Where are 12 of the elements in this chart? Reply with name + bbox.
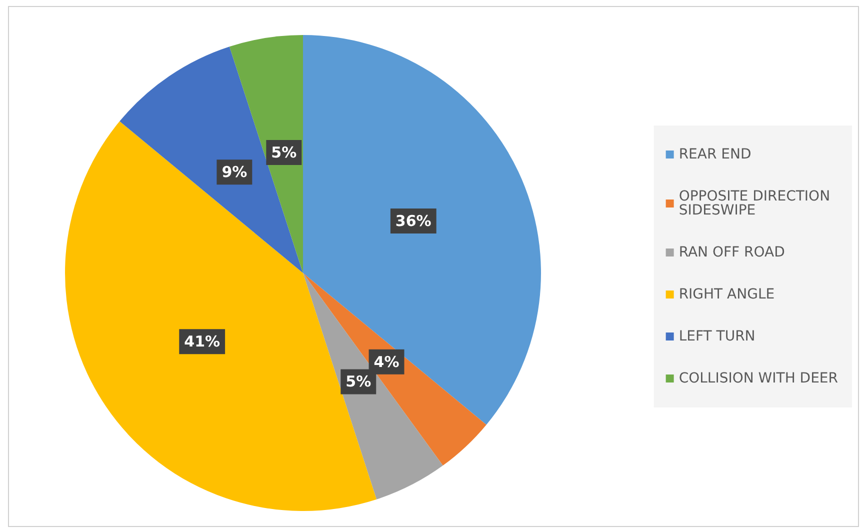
legend-label: RAN OFF ROAD [678, 244, 785, 260]
legend-label: LEFT TURN [678, 328, 756, 344]
data-label: 9% [222, 163, 248, 182]
legend-label: RIGHT ANGLE [678, 286, 775, 302]
data-label: 5% [346, 372, 372, 391]
data-label: 36% [395, 212, 432, 230]
data-label: 4% [374, 352, 400, 371]
data-label: 41% [184, 332, 220, 351]
legend-label: OPPOSITE DIRECTION SIDESWIPE [678, 188, 834, 218]
legend-label: COLLISION WITH DEER [678, 370, 838, 386]
data-label: 5% [271, 144, 297, 162]
legend-label: REAR END [678, 146, 752, 162]
